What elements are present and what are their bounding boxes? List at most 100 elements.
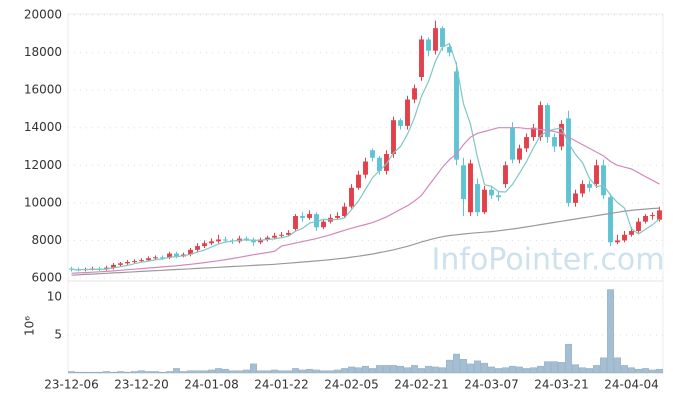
candle-body — [587, 184, 592, 188]
y-tick-label: 10 — [47, 290, 62, 304]
candle-body — [636, 221, 641, 232]
candle-body — [216, 239, 221, 242]
x-tick-label: 23-12-06 — [44, 378, 98, 392]
volume-bar — [600, 357, 607, 374]
volume-bar — [488, 366, 495, 374]
candle-body — [594, 165, 599, 185]
volume-bar — [369, 368, 376, 374]
candle-body — [489, 189, 494, 196]
candle-body — [545, 105, 550, 138]
candle-body — [153, 257, 158, 259]
candle-body — [279, 234, 284, 236]
volume-bar — [523, 368, 530, 374]
volume-bar — [257, 370, 264, 374]
candle-body — [370, 150, 375, 158]
y-tick-label: 10000 — [24, 195, 62, 209]
volume-bar — [404, 367, 411, 374]
candle-body — [503, 165, 508, 185]
candle-body — [454, 71, 459, 160]
candle-body — [538, 105, 543, 138]
candle-body — [349, 187, 354, 207]
volume-bar — [103, 371, 110, 374]
volume-bar — [558, 362, 565, 374]
candle-body — [132, 261, 137, 263]
x-tick-label: 24-03-07 — [464, 378, 518, 392]
candle-body — [202, 243, 207, 247]
volume-bar — [264, 370, 271, 374]
volume-bar — [299, 369, 306, 374]
volume-bar — [306, 368, 313, 374]
candle-body — [265, 237, 270, 240]
volume-bar — [530, 367, 537, 374]
candle-body — [384, 154, 389, 171]
volume-bar — [180, 371, 187, 374]
candle-body — [531, 127, 536, 138]
volume-bar — [152, 371, 159, 374]
volume-bar — [656, 368, 663, 374]
candle-body — [552, 137, 557, 147]
candle-body — [391, 120, 396, 155]
volume-bar — [502, 367, 509, 374]
candle-body — [496, 195, 501, 198]
volume-bar — [579, 367, 586, 374]
x-tick-label: 24-01-08 — [184, 378, 238, 392]
moving-average-line — [71, 127, 660, 274]
candle-body — [566, 118, 571, 203]
candle-body — [195, 246, 200, 250]
volume-bar — [215, 368, 222, 374]
volume-bar — [117, 371, 124, 374]
candle-body — [258, 239, 263, 243]
candle-body — [517, 148, 522, 160]
candle-body — [475, 184, 480, 213]
y-tick-label: 6000 — [31, 271, 62, 285]
candle-body — [573, 193, 578, 203]
y-tick-label: 12000 — [24, 158, 62, 172]
volume-bar — [208, 369, 215, 374]
candle-body — [559, 123, 564, 147]
volume-bar — [313, 369, 320, 374]
volume-bar — [285, 370, 292, 374]
volume-bar — [509, 365, 516, 374]
candle-body — [524, 137, 529, 149]
y-tick-label: 18000 — [24, 45, 62, 59]
volume-bar — [145, 371, 152, 374]
volume-bar — [565, 343, 572, 374]
volume-bar — [495, 368, 502, 374]
candle-body — [188, 249, 193, 255]
candle-body — [125, 262, 130, 264]
volume-bar — [460, 359, 467, 374]
volume-bar — [187, 370, 194, 374]
volume-bar — [432, 366, 439, 374]
volume-bar — [614, 357, 621, 374]
candle-body — [608, 197, 613, 243]
candle-body — [657, 210, 662, 220]
candle-body — [482, 189, 487, 213]
volume-bar — [222, 368, 229, 374]
volume-bar — [390, 365, 397, 374]
volume-bar — [425, 365, 432, 374]
x-tick-label: 23-12-20 — [114, 378, 168, 392]
volume-bar — [82, 371, 89, 374]
volume-bar — [593, 365, 600, 374]
volume-bar — [320, 370, 327, 374]
candle-body — [461, 165, 466, 200]
volume-bar — [642, 368, 649, 374]
candle-body — [223, 239, 228, 241]
volume-bar — [278, 370, 285, 374]
candle-body — [314, 214, 319, 228]
volume-bar — [516, 366, 523, 374]
volume-bar — [362, 365, 369, 374]
x-tick-label: 24-04-04 — [604, 378, 658, 392]
volume-bar — [75, 371, 82, 374]
candle-body — [412, 88, 417, 100]
volume-bar — [649, 369, 656, 374]
volume-bar — [418, 368, 425, 374]
volume-bar — [397, 365, 404, 374]
volume-bar — [383, 365, 390, 374]
volume-bar — [110, 371, 117, 374]
candle-body — [209, 241, 214, 244]
x-tick-label: 24-03-21 — [534, 378, 588, 392]
volume-bar — [243, 369, 250, 374]
candle-body — [272, 235, 277, 238]
candle-body — [440, 28, 445, 47]
